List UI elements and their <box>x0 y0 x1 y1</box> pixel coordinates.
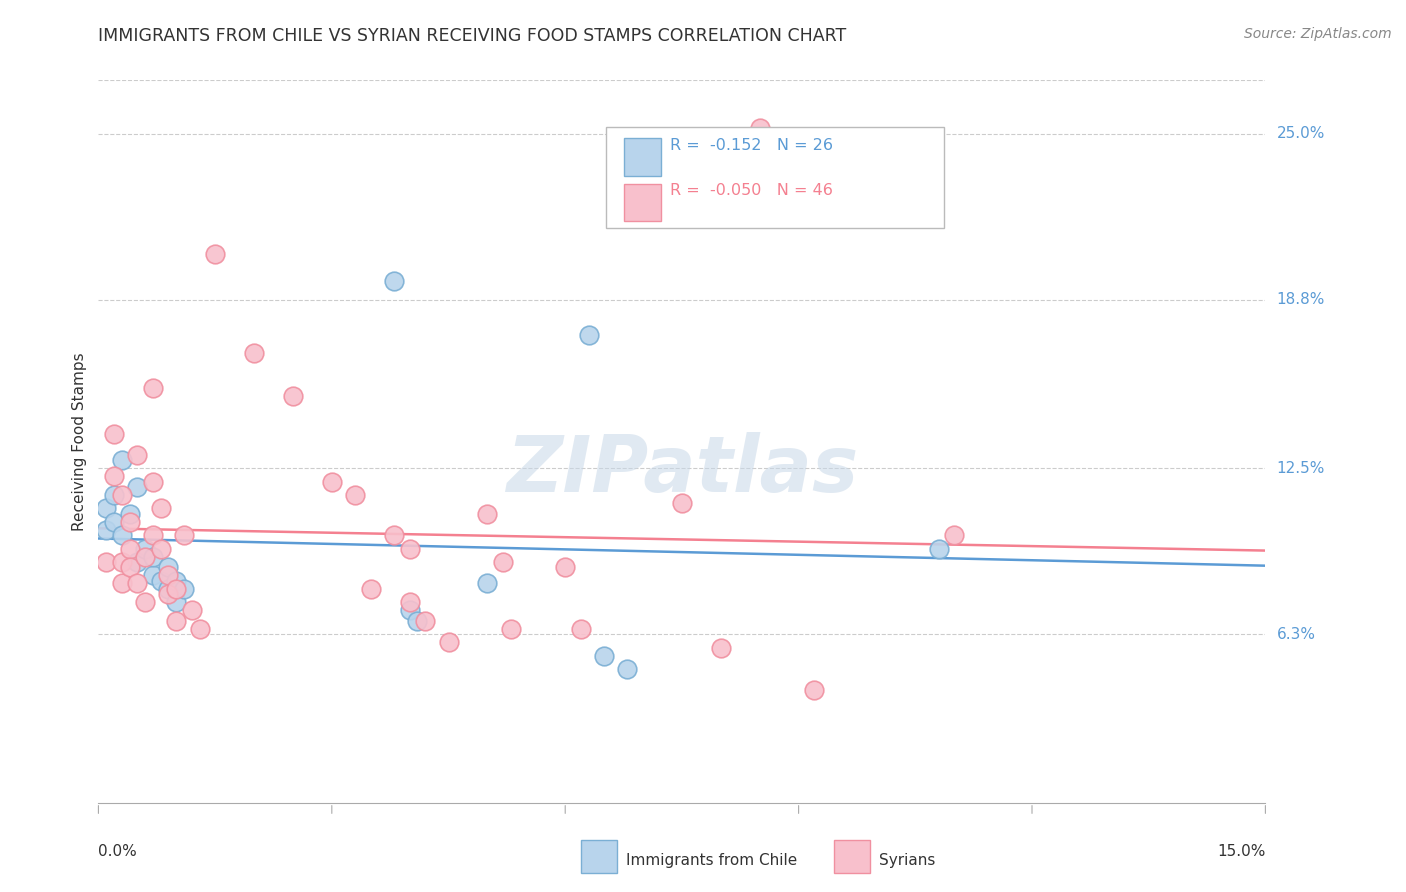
Point <box>149 501 172 516</box>
Point <box>281 389 304 403</box>
Point <box>803 683 825 698</box>
Text: 12.5%: 12.5% <box>1277 461 1324 475</box>
Point <box>382 274 405 288</box>
Text: Source: ZipAtlas.com: Source: ZipAtlas.com <box>1244 27 1392 41</box>
Point <box>492 555 515 569</box>
Point <box>382 528 405 542</box>
Point <box>616 662 638 676</box>
Point <box>165 574 187 588</box>
Point <box>157 568 180 582</box>
Point <box>142 549 165 564</box>
Point <box>321 475 343 489</box>
Text: 18.8%: 18.8% <box>1277 293 1324 307</box>
Point <box>165 614 187 628</box>
Point <box>103 515 125 529</box>
Point <box>103 488 125 502</box>
FancyBboxPatch shape <box>606 128 945 228</box>
Y-axis label: Receiving Food Stamps: Receiving Food Stamps <box>72 352 87 531</box>
Point <box>118 541 141 556</box>
Point <box>180 603 202 617</box>
Point <box>149 574 172 588</box>
Point <box>134 595 156 609</box>
Point <box>593 648 616 663</box>
Point <box>142 475 165 489</box>
Point <box>118 560 141 574</box>
Point <box>499 622 522 636</box>
Point <box>118 507 141 521</box>
Point <box>157 560 180 574</box>
Point <box>157 587 180 601</box>
Point <box>127 576 149 591</box>
Point <box>103 426 125 441</box>
Point <box>111 528 134 542</box>
Point <box>243 346 266 360</box>
Point <box>127 480 149 494</box>
Point <box>157 582 180 596</box>
Point <box>127 555 149 569</box>
Point <box>118 515 141 529</box>
Point <box>477 576 499 591</box>
FancyBboxPatch shape <box>624 138 661 176</box>
Point <box>165 595 187 609</box>
Point <box>413 614 436 628</box>
Point <box>96 501 118 516</box>
Point <box>134 549 156 564</box>
Point <box>928 541 950 556</box>
Point <box>398 603 420 617</box>
Point <box>173 582 195 596</box>
Text: 25.0%: 25.0% <box>1277 127 1324 141</box>
Point <box>360 582 382 596</box>
Point <box>127 448 149 462</box>
Point <box>943 528 966 542</box>
Text: 15.0%: 15.0% <box>1218 845 1265 860</box>
Point <box>554 560 576 574</box>
Point <box>96 523 118 537</box>
Text: 0.0%: 0.0% <box>98 845 138 860</box>
Point <box>96 555 118 569</box>
Text: ZIPatlas: ZIPatlas <box>506 433 858 508</box>
Point <box>111 576 134 591</box>
Point <box>477 507 499 521</box>
Text: Syrians: Syrians <box>879 854 935 868</box>
FancyBboxPatch shape <box>624 184 661 221</box>
Point <box>406 614 429 628</box>
Point <box>165 582 187 596</box>
Text: Immigrants from Chile: Immigrants from Chile <box>626 854 797 868</box>
Point <box>142 528 165 542</box>
Point <box>344 488 367 502</box>
Point <box>569 622 592 636</box>
Point <box>173 528 195 542</box>
Point <box>134 541 156 556</box>
Point <box>398 595 420 609</box>
Point <box>111 555 134 569</box>
Point <box>437 635 460 649</box>
Point <box>578 327 600 342</box>
Text: R =  -0.152   N = 26: R = -0.152 N = 26 <box>671 138 834 153</box>
Point <box>142 568 165 582</box>
Point <box>748 121 770 136</box>
Point <box>149 541 172 556</box>
Point <box>710 640 733 655</box>
Text: R =  -0.050   N = 46: R = -0.050 N = 46 <box>671 183 834 198</box>
Point <box>111 488 134 502</box>
Point <box>103 469 125 483</box>
Point <box>671 496 693 510</box>
Point <box>204 247 226 261</box>
Text: IMMIGRANTS FROM CHILE VS SYRIAN RECEIVING FOOD STAMPS CORRELATION CHART: IMMIGRANTS FROM CHILE VS SYRIAN RECEIVIN… <box>98 27 846 45</box>
Point <box>142 381 165 395</box>
Point <box>111 453 134 467</box>
Point <box>188 622 211 636</box>
Point <box>398 541 420 556</box>
Text: 6.3%: 6.3% <box>1277 627 1316 641</box>
